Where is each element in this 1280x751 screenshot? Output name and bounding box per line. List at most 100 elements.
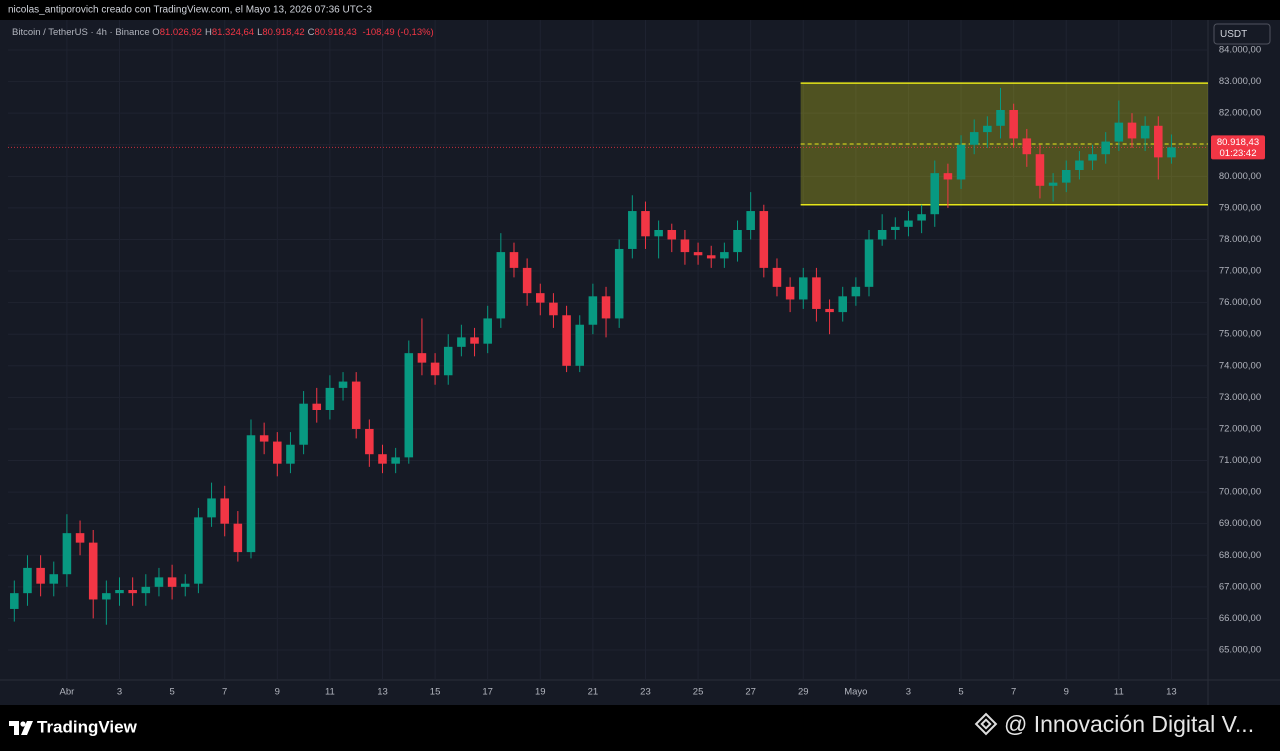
candle-body (509, 252, 519, 268)
candle-body (1035, 154, 1045, 186)
candle-body (1009, 110, 1018, 139)
candle-body (864, 239, 874, 287)
candle-body (457, 337, 466, 347)
candle-body (1022, 138, 1032, 155)
candle-body (88, 542, 98, 600)
y-tick-label: 79.000,00 (1219, 202, 1261, 213)
candle-body (969, 132, 979, 145)
candle-body (536, 293, 545, 303)
currency-box (1213, 23, 1271, 45)
candle-body (233, 523, 243, 553)
x-tick-label: 27 (745, 687, 756, 698)
candle-body (1048, 182, 1058, 186)
candle-body (180, 583, 190, 587)
x-tick-label: 3 (117, 687, 122, 698)
y-tick-label: 76.000,00 (1219, 297, 1261, 308)
x-tick-label: 15 (430, 687, 441, 698)
x-tick-label: 3 (906, 687, 911, 698)
candle-body (312, 403, 322, 410)
watermark-diamond (974, 712, 998, 736)
candle-body (1075, 160, 1084, 170)
change: -108,49 (-0,13%) (362, 27, 434, 38)
y-tick-label: 69.000,00 (1219, 518, 1261, 529)
candle-body (917, 214, 926, 221)
candle-body (785, 286, 795, 300)
candle-body (102, 593, 111, 600)
candle-body (996, 110, 1005, 126)
candle-body (404, 353, 414, 458)
candle-body (654, 230, 663, 237)
candle-body (930, 173, 940, 215)
candle-body (1127, 122, 1137, 139)
tv-logo (9, 721, 33, 735)
candle-body (798, 277, 808, 300)
ohlc-value: 81.026,92 (159, 27, 202, 38)
price-label-box (1211, 135, 1265, 160)
candle-body (220, 498, 229, 524)
candle-body (128, 590, 137, 594)
candle-body (496, 252, 506, 319)
candle-body (1114, 122, 1124, 142)
candle-body (194, 517, 203, 584)
x-tick-label: 7 (1011, 687, 1016, 698)
candle-body (1061, 170, 1071, 183)
candle-body (141, 586, 151, 594)
candle-body (49, 574, 59, 584)
candle-body (851, 286, 861, 297)
grid (8, 20, 1208, 680)
candle-body (575, 324, 585, 366)
y-tick-label: 66.000,00 (1219, 613, 1261, 624)
y-tick-label: 80.000,00 (1219, 171, 1261, 182)
x-tick-label: 9 (275, 687, 280, 698)
candle-body (483, 318, 492, 344)
candle-body (812, 277, 821, 309)
candle-body (588, 296, 598, 325)
y-tick-label: 77.000,00 (1219, 266, 1261, 277)
ohlc-value: 80.918,42 (262, 27, 305, 38)
price-label: 80.918,43 (1217, 137, 1259, 148)
x-tick-label: 23 (640, 687, 651, 698)
y-tick-label: 74.000,00 (1219, 360, 1261, 371)
candle-body (956, 144, 966, 180)
brand: TradingView (37, 717, 138, 736)
candle-body (273, 441, 282, 464)
y-tick-label: 82.000,00 (1219, 108, 1261, 119)
candle-body (299, 403, 308, 445)
candle-body (667, 230, 677, 240)
tv-logo-slash (21, 721, 33, 735)
candle-body (549, 302, 558, 316)
candle-body (1088, 154, 1097, 161)
x-tick-label: 7 (222, 687, 227, 698)
candle-body (207, 498, 216, 518)
candle-body (325, 387, 335, 410)
y-tick-label: 83.000,00 (1219, 76, 1261, 87)
candle-body (62, 533, 72, 575)
candle-body (338, 381, 348, 388)
x-tick-label: 17 (482, 687, 493, 698)
x-tick-label: 13 (377, 687, 388, 698)
candle-body (641, 211, 650, 237)
candle-body (983, 125, 992, 133)
watermark: @ Innovación Digital V... (1004, 711, 1254, 737)
candle-body (720, 252, 729, 259)
x-tick-label: 25 (693, 687, 704, 698)
price-countdown: 01:23:42 (1220, 148, 1257, 159)
x-tick-label: 11 (1114, 687, 1124, 698)
candle-body (286, 444, 295, 464)
candle-body (36, 567, 45, 584)
candle-body (746, 211, 755, 230)
ohlc-legend: O81.026,92 H81.324,64 L80.918,42 C80.918,43 (152, 27, 360, 38)
y-tick-label: 68.000,00 (1219, 550, 1261, 561)
candle-body (443, 346, 453, 376)
candle-body (365, 428, 374, 455)
currency: USDT (1220, 29, 1247, 40)
ohlc-key: H (204, 27, 212, 38)
candle-body (75, 533, 85, 543)
candle-body (351, 381, 361, 429)
y-tick-label: 84.000,00 (1219, 45, 1261, 56)
candle-body (891, 226, 900, 230)
candle-body (167, 577, 177, 587)
candle-body (628, 211, 637, 249)
x-tick-label: 5 (958, 687, 963, 698)
